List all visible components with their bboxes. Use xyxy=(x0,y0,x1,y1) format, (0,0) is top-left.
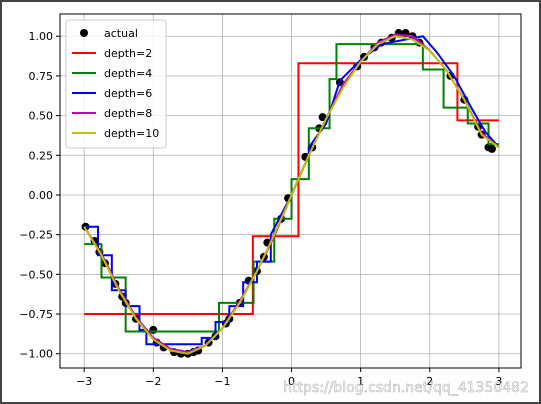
data-point xyxy=(149,325,158,334)
legend-label: depth=6 xyxy=(104,87,152,100)
legend-label: actual xyxy=(104,27,138,40)
x-tick-label: 0 xyxy=(288,375,295,388)
y-tick-label: −0.75 xyxy=(19,308,53,321)
x-tick-label: −3 xyxy=(76,375,92,388)
x-tick-label: −1 xyxy=(214,375,230,388)
x-tick-label: 3 xyxy=(495,375,502,388)
y-tick-label: 0.75 xyxy=(29,70,54,83)
x-tick-label: 1 xyxy=(357,375,364,388)
y-tick-label: −0.25 xyxy=(19,229,53,242)
y-tick-label: 0.50 xyxy=(29,110,54,123)
legend-label: depth=10 xyxy=(104,127,159,140)
plot-frame xyxy=(59,13,522,369)
legend-label: depth=8 xyxy=(104,107,152,120)
y-tick-label: 1.00 xyxy=(29,30,54,43)
y-tick-label: 0.25 xyxy=(29,149,54,162)
x-tick-label: −2 xyxy=(145,375,161,388)
y-tick-label: −0.50 xyxy=(19,268,53,281)
x-tick-label: 2 xyxy=(426,375,433,388)
data-point xyxy=(318,113,327,122)
data-point xyxy=(487,144,496,153)
series-line xyxy=(83,35,500,355)
legend-label: depth=2 xyxy=(104,47,152,60)
watermark: https://blog.csdn.net/qq_41350482 xyxy=(283,380,529,396)
legend-label: depth=4 xyxy=(104,67,152,80)
legend-marker xyxy=(80,29,88,37)
y-tick-label: −1.00 xyxy=(19,348,53,361)
y-tick-label: 0.00 xyxy=(29,189,54,202)
